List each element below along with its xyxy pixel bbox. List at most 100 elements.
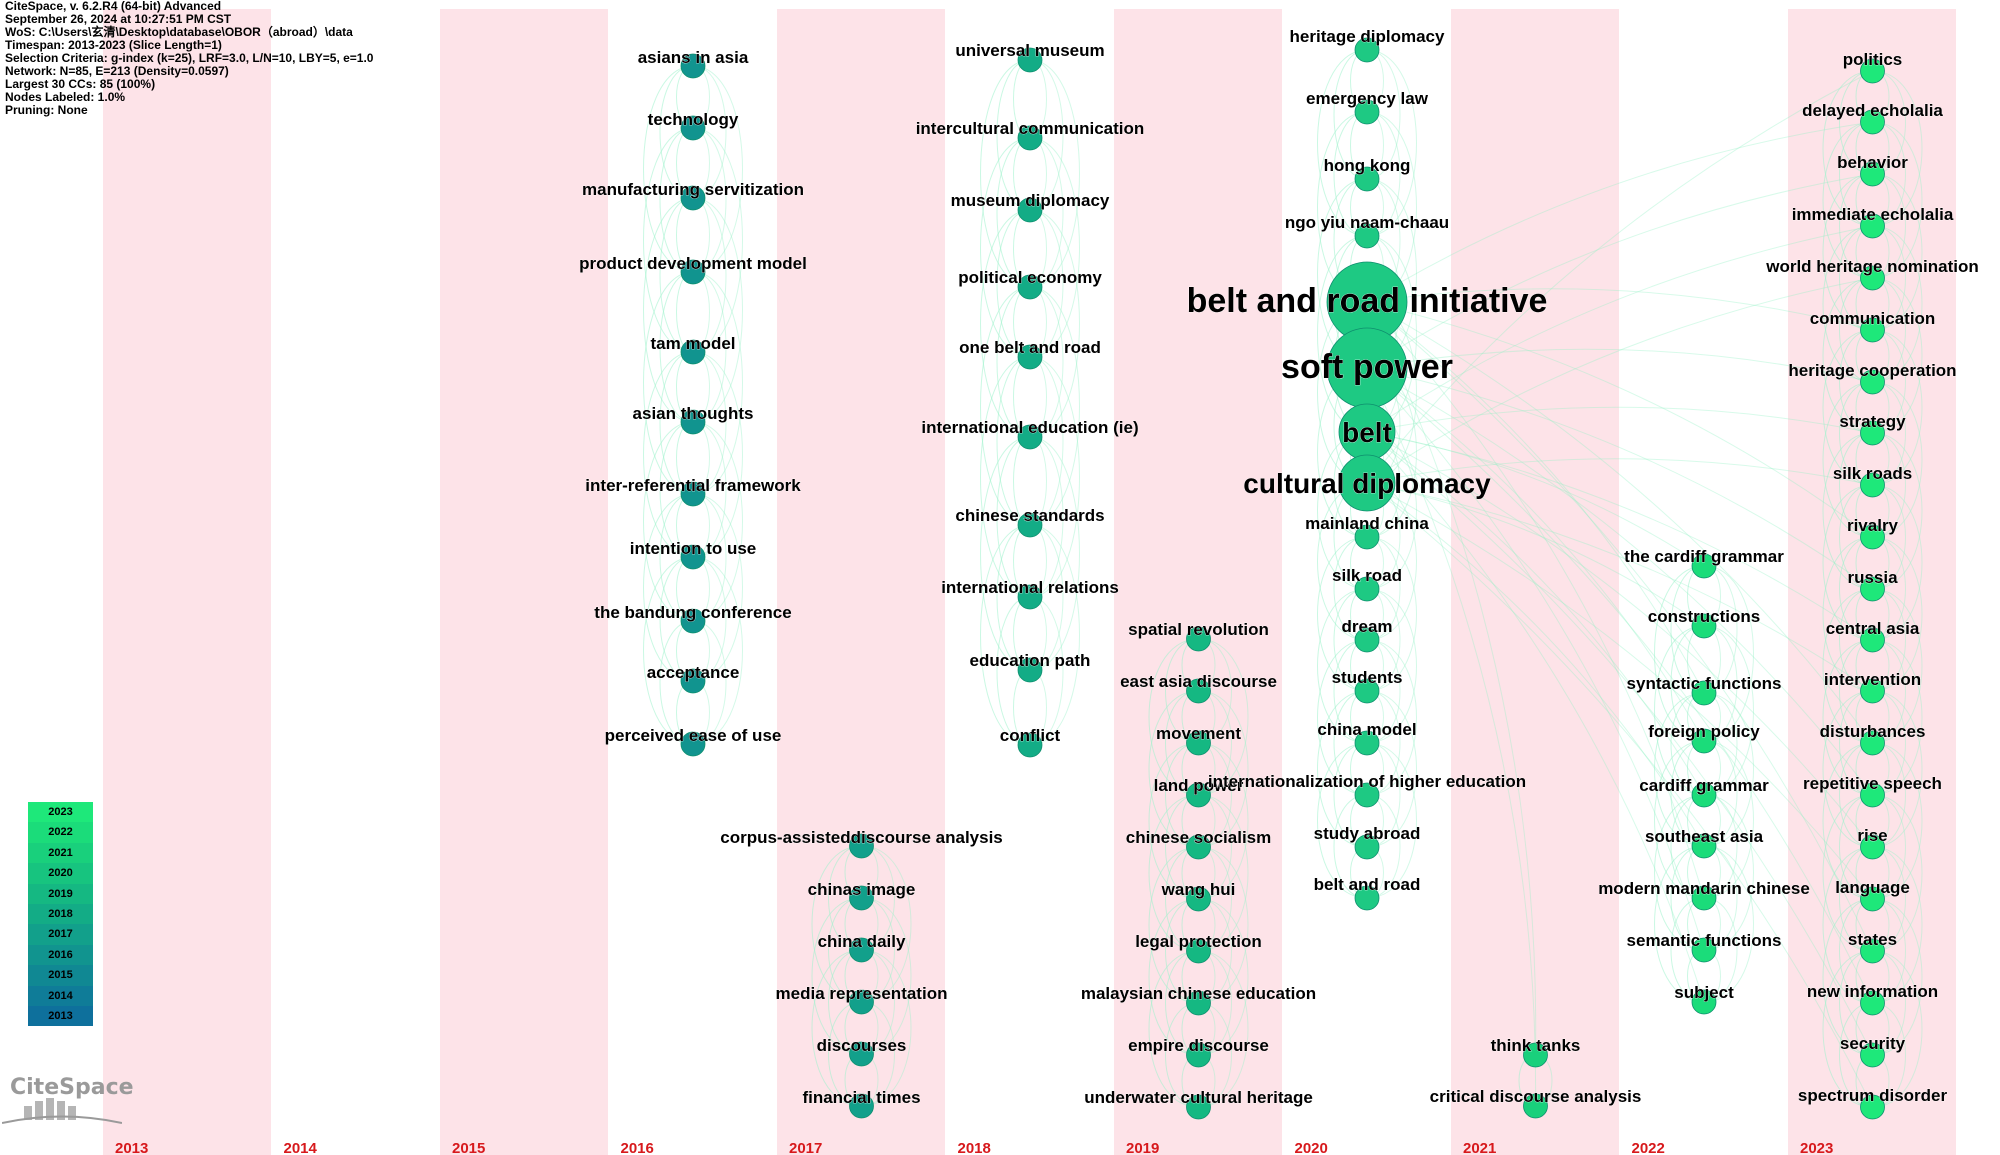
network-edge [996, 596, 1031, 746]
node-foreign-policy[interactable] [1691, 728, 1717, 754]
node-mainland-china[interactable] [1354, 524, 1380, 550]
node-land-power[interactable] [1186, 782, 1211, 808]
node-heritage-cooperation[interactable] [1860, 369, 1885, 395]
node-hong-kong[interactable] [1354, 166, 1380, 192]
node-discourses[interactable] [849, 1041, 874, 1067]
node-subject[interactable] [1691, 989, 1717, 1015]
node-label-corpus-assisteddiscourse-analysis: corpus-assisteddiscourse analysis [720, 828, 1003, 847]
node-label-discourses: discourses [817, 1036, 907, 1055]
node-internationalization-of-higher-education[interactable] [1354, 782, 1380, 808]
node-southeast-asia[interactable] [1691, 833, 1717, 859]
node-critical-discourse-analysis[interactable] [1523, 1093, 1548, 1119]
node-label-perceived-ease-of-use: perceived ease of use [605, 726, 782, 745]
node-malaysian-chinese-education[interactable] [1186, 990, 1211, 1016]
node-wang-hui[interactable] [1186, 886, 1211, 912]
node-spectrum-disorder[interactable] [1860, 1094, 1885, 1120]
node-universal-museum[interactable] [1017, 47, 1043, 73]
node-intervention[interactable] [1860, 678, 1885, 704]
node-russia[interactable] [1860, 576, 1885, 602]
node-modern-mandarin-chinese[interactable] [1691, 885, 1717, 911]
node-cardiff-grammar[interactable] [1691, 782, 1717, 808]
node-financial-times[interactable] [849, 1093, 874, 1119]
node-silk-roads[interactable] [1860, 472, 1885, 498]
node-repetitive-speech[interactable] [1860, 782, 1885, 808]
node-cultural-diplomacy[interactable] [1338, 454, 1396, 512]
node-semantic-functions[interactable] [1691, 937, 1717, 963]
node-underwater-cultural-heritage[interactable] [1186, 1094, 1211, 1120]
node-legal-protection[interactable] [1186, 938, 1211, 964]
node-corpus-assisteddiscourse-analysis[interactable] [849, 833, 874, 859]
node-study-abroad[interactable] [1354, 834, 1380, 860]
node-china-daily[interactable] [849, 937, 874, 963]
node-politics[interactable] [1860, 58, 1885, 84]
node-the-bandung-conference[interactable] [680, 608, 706, 634]
node-conflict[interactable] [1017, 732, 1043, 758]
node-ngo-yiu-naam-chaau[interactable] [1354, 223, 1380, 249]
node-behavior[interactable] [1860, 161, 1885, 187]
node-label-ngo-yiu-naam-chaau: ngo yiu naam-chaau [1285, 213, 1449, 232]
node-perceived-ease-of-use[interactable] [680, 731, 706, 757]
node-disturbances[interactable] [1860, 730, 1885, 756]
network-edge [1839, 484, 1873, 590]
node-belt-and-road[interactable] [1354, 885, 1380, 911]
info-line: Selection Criteria: g-index (k=25), LRF=… [5, 51, 374, 65]
info-line: Timespan: 2013-2023 (Slice Length=1) [5, 38, 222, 52]
node-new-information[interactable] [1860, 990, 1885, 1016]
node-security[interactable] [1860, 1042, 1885, 1068]
network-edge [1029, 209, 1080, 438]
node-emergency-law[interactable] [1354, 99, 1380, 125]
legend-year-2019: 2019 [28, 883, 93, 904]
node-rivalry[interactable] [1860, 524, 1885, 550]
node-language[interactable] [1860, 886, 1885, 912]
node-spatial-revolution[interactable] [1186, 626, 1211, 652]
node-label-inter-referential-framework: inter-referential framework [585, 476, 801, 495]
network-edge [1333, 690, 1368, 796]
node-communication[interactable] [1860, 317, 1885, 343]
node-intercultural-communication[interactable] [1017, 125, 1043, 151]
node-education-path[interactable] [1017, 657, 1043, 683]
node-asian-thoughts[interactable] [680, 409, 706, 435]
network-edge [692, 127, 727, 273]
node-international-education-ie-[interactable] [1017, 424, 1043, 450]
node-world-heritage-nomination[interactable] [1860, 265, 1885, 291]
node-silk-road[interactable] [1354, 576, 1380, 602]
node-chinese-socialism[interactable] [1186, 834, 1211, 860]
node-central-asia[interactable] [1860, 627, 1885, 653]
node-delayed-echolalia[interactable] [1860, 109, 1885, 135]
node-media-representation[interactable] [849, 989, 874, 1015]
node-political-economy[interactable] [1017, 274, 1043, 300]
node-asians-in-asia[interactable] [680, 53, 706, 79]
node-heritage-diplomacy[interactable] [1354, 37, 1380, 63]
node-east-asia-discourse[interactable] [1186, 678, 1211, 704]
network-edge [1317, 588, 1368, 744]
node-product-development-model[interactable] [680, 259, 706, 285]
node-china-model[interactable] [1354, 730, 1380, 756]
node-the-cardiff-grammar[interactable] [1691, 553, 1717, 579]
network-edge [1872, 121, 1906, 227]
node-chinas-image[interactable] [849, 885, 874, 911]
node-dream[interactable] [1354, 627, 1380, 653]
node-tam-model[interactable] [680, 339, 706, 365]
node-museum-diplomacy[interactable] [1017, 197, 1043, 223]
node-one-belt-and-road[interactable] [1017, 344, 1043, 370]
node-states[interactable] [1860, 938, 1885, 964]
node-students[interactable] [1354, 678, 1380, 704]
node-constructions[interactable] [1691, 613, 1717, 639]
node-chinese-standards[interactable] [1017, 512, 1043, 538]
node-acceptance[interactable] [680, 668, 706, 694]
node-movement[interactable] [1186, 730, 1211, 756]
network-edge [1670, 845, 1705, 951]
node-syntactic-functions[interactable] [1691, 680, 1717, 706]
node-manufacturing-servitization[interactable] [680, 185, 706, 211]
node-intention-to-use[interactable] [680, 544, 706, 570]
node-think-tanks[interactable] [1523, 1042, 1548, 1068]
node-rise[interactable] [1860, 834, 1885, 860]
node-immediate-echolalia[interactable] [1860, 213, 1885, 239]
node-technology[interactable] [680, 115, 706, 141]
node-empire-discourse[interactable] [1186, 1042, 1211, 1068]
node-label-communication: communication [1810, 309, 1936, 328]
node-inter-referential-framework[interactable] [680, 481, 706, 507]
node-strategy[interactable] [1860, 420, 1885, 446]
node-international-relations[interactable] [1017, 584, 1043, 610]
